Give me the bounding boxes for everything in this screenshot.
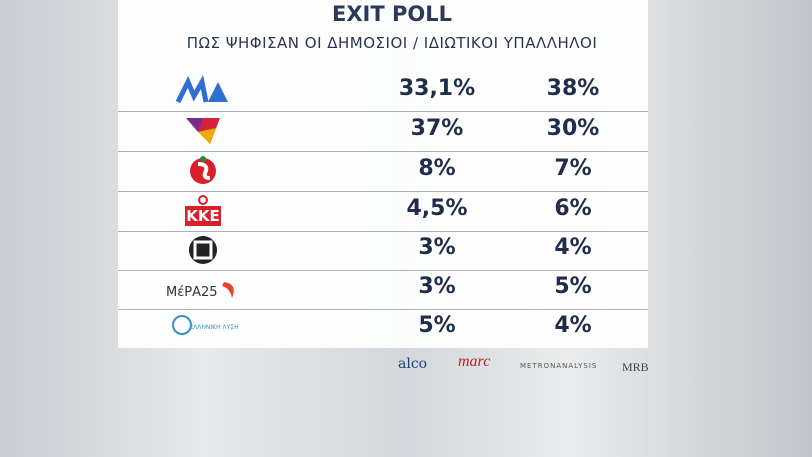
table-row: ΕΛΛΗΝΙΚΗ ΛΥΣΗ 5% 4% [118,309,648,348]
table-row: 8% 7% [118,152,648,192]
logo-text: ΜέΡΑ25 [166,285,218,300]
cell: 30% [546,116,600,141]
table-row: 3% 4% [118,231,648,271]
party-logo [190,156,216,184]
source-logo: alco [398,356,428,372]
table-row: 37% 30% [118,112,648,152]
cell: 7% [554,156,592,181]
title: EXIT POLL [332,2,452,26]
table-row: 33,1% 38% [118,72,648,112]
table-row: ΜέΡΑ25 3% 5% [118,270,648,310]
cell: 3% [418,235,456,260]
cell: 4% [554,313,592,338]
logo-text: ΕΛΛΗΝΙΚΗ ΛΥΣΗ [189,324,238,331]
logo-text: ΚΚΕ [186,207,220,225]
source-logo: METRONANALYSIS [520,362,598,370]
cell: 3% [418,274,456,299]
cell: 5% [418,313,456,338]
party-logo: ΕΛΛΗΝΙΚΗ ΛΥΣΗ [172,315,239,335]
cell: 33,1% [398,76,476,101]
subtitle: ΠΩΣ ΨΗΦΙΣΑΝ ΟΙ ΔΗΜΟΣΙΟΙ / ΙΔΙΩΤΙΚΟΙ ΥΠΑΛ… [186,34,598,52]
cell: 4% [554,235,592,260]
cell: 38% [546,76,600,101]
party-logo [189,236,217,264]
cell: 4,5% [406,196,468,221]
cell: 5% [554,274,592,299]
party-logo: ΚΚΕ [185,195,221,226]
source-logo: marc [458,353,491,370]
party-logo [175,74,228,104]
cell: 6% [554,196,592,221]
cell: 37% [410,116,464,141]
party-logo: ΜέΡΑ25 [166,282,234,300]
party-logo [186,118,220,144]
table-row: ΚΚΕ 4,5% 6% [118,192,648,232]
cell: 8% [418,156,456,181]
source-logo: MRB [622,360,649,374]
